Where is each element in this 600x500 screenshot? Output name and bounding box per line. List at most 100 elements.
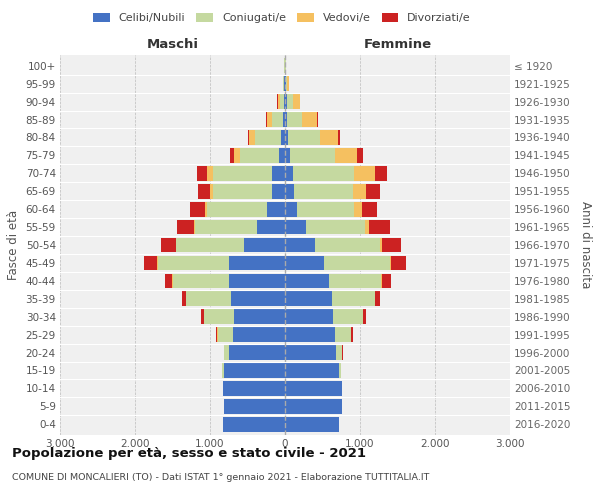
Bar — [382, 274, 391, 288]
Bar — [380, 238, 382, 252]
Bar — [285, 112, 287, 127]
Bar — [335, 148, 357, 162]
Bar — [285, 274, 329, 288]
Bar — [353, 184, 366, 198]
Bar — [285, 399, 342, 413]
Bar — [302, 112, 317, 127]
Bar — [271, 112, 283, 127]
Bar — [338, 130, 340, 145]
Bar — [285, 292, 331, 306]
Bar — [333, 310, 363, 324]
Bar — [248, 130, 249, 145]
Bar — [306, 220, 365, 234]
Bar — [286, 76, 287, 91]
Bar — [285, 310, 333, 324]
Text: COMUNE DI MONCALIERI (TO) - Dati ISTAT 1° gennaio 2021 - Elaborazione TUTTITALIA: COMUNE DI MONCALIERI (TO) - Dati ISTAT 1… — [12, 473, 430, 482]
Bar — [202, 310, 203, 324]
Bar — [339, 363, 341, 378]
Bar — [223, 399, 285, 413]
Bar — [287, 76, 289, 91]
Bar — [390, 256, 391, 270]
Bar — [352, 328, 353, 342]
Bar — [336, 345, 342, 360]
Bar — [271, 166, 285, 180]
Bar — [145, 256, 157, 270]
Bar — [285, 381, 342, 396]
Bar — [223, 363, 285, 378]
Bar — [287, 94, 293, 109]
Bar — [213, 166, 271, 180]
Bar — [375, 166, 387, 180]
Bar — [266, 112, 267, 127]
Bar — [364, 310, 365, 324]
Bar — [288, 130, 320, 145]
Bar — [186, 292, 231, 306]
Bar — [382, 238, 401, 252]
Bar — [290, 148, 335, 162]
Bar — [229, 274, 285, 288]
Bar — [222, 363, 223, 378]
Bar — [285, 148, 290, 162]
Bar — [229, 148, 234, 162]
Bar — [376, 292, 380, 306]
Bar — [164, 274, 172, 288]
Bar — [285, 130, 288, 145]
Bar — [391, 256, 406, 270]
Bar — [267, 112, 271, 127]
Bar — [285, 94, 287, 109]
Bar — [161, 238, 176, 252]
Bar — [284, 94, 285, 109]
Bar — [285, 184, 294, 198]
Bar — [287, 112, 302, 127]
Bar — [277, 94, 280, 109]
Bar — [176, 238, 244, 252]
Text: Popolazione per età, sesso e stato civile - 2021: Popolazione per età, sesso e stato civil… — [12, 448, 366, 460]
Bar — [193, 220, 195, 234]
Bar — [157, 256, 229, 270]
Bar — [255, 130, 281, 145]
Bar — [331, 292, 375, 306]
Bar — [285, 417, 339, 432]
Bar — [195, 220, 257, 234]
Bar — [240, 148, 279, 162]
Bar — [357, 148, 363, 162]
Bar — [283, 76, 284, 91]
Bar — [229, 345, 285, 360]
Bar — [324, 256, 390, 270]
Bar — [320, 130, 338, 145]
Bar — [231, 292, 285, 306]
Bar — [234, 310, 285, 324]
Bar — [285, 166, 293, 180]
Bar — [182, 292, 185, 306]
Bar — [366, 184, 380, 198]
Y-axis label: Fasce di età: Fasce di età — [7, 210, 20, 280]
Bar — [335, 328, 351, 342]
Bar — [205, 202, 207, 216]
Bar — [204, 310, 234, 324]
Bar — [267, 202, 285, 216]
Bar — [271, 184, 285, 198]
Bar — [249, 130, 255, 145]
Bar — [218, 328, 233, 342]
Bar — [369, 220, 390, 234]
Bar — [285, 238, 315, 252]
Bar — [213, 184, 271, 198]
Bar — [244, 238, 285, 252]
Bar — [210, 184, 213, 198]
Bar — [207, 166, 213, 180]
Bar — [285, 256, 324, 270]
Bar — [361, 202, 377, 216]
Bar — [285, 220, 306, 234]
Bar — [281, 130, 285, 145]
Bar — [297, 202, 354, 216]
Bar — [233, 328, 285, 342]
Y-axis label: Anni di nascita: Anni di nascita — [579, 202, 592, 288]
Bar — [207, 202, 267, 216]
Bar — [173, 274, 229, 288]
Bar — [284, 76, 285, 91]
Bar — [293, 166, 354, 180]
Bar — [293, 94, 300, 109]
Bar — [223, 417, 285, 432]
Bar — [279, 148, 285, 162]
Bar — [234, 148, 240, 162]
